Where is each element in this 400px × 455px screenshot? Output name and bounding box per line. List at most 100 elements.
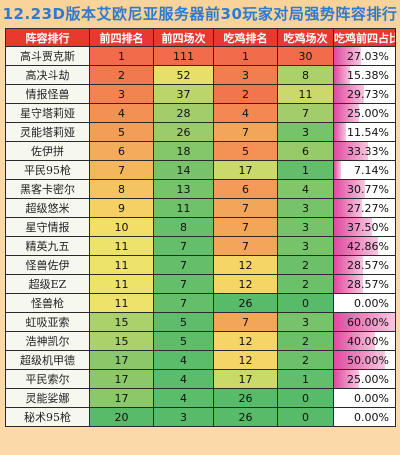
top4-games-cell: 8 [153, 217, 214, 237]
table-row: 浩神凯尔 15 5 12 2 40.00% [5, 331, 396, 351]
lineup-name: 怪兽佐伊 [5, 255, 90, 275]
top4-games-cell: 37 [153, 84, 214, 104]
table-row: 灵能塔莉娅 5 26 7 3 11.54% [5, 122, 396, 142]
table-row: 情报怪兽 3 37 2 11 29.73% [5, 84, 396, 104]
ratio-value: 15.38% [347, 68, 389, 82]
top4-rank-cell: 17 [89, 388, 154, 408]
win-games-cell: 6 [277, 141, 334, 161]
table-row: 精英九五 11 7 7 3 42.86% [5, 236, 396, 256]
top4-games-cell: 111 [153, 46, 214, 66]
header-win-ratio: 吃鸡前四占比 [333, 28, 396, 47]
win-rank-cell: 3 [213, 65, 278, 85]
lineup-name: 超级EZ [5, 274, 90, 294]
ratio-value: 33.33% [347, 144, 389, 158]
win-games-cell: 2 [277, 255, 334, 275]
win-rank-cell: 12 [213, 331, 278, 351]
top4-games-cell: 7 [153, 274, 214, 294]
top4-rank-cell: 2 [89, 65, 154, 85]
ratio-value: 27.27% [347, 201, 389, 215]
win-ratio-cell: 0.00% [333, 407, 396, 427]
win-rank-cell: 17 [213, 160, 278, 180]
table-row: 超级EZ 11 7 12 2 28.57% [5, 274, 396, 294]
ratio-bar [334, 66, 350, 84]
top4-rank-cell: 17 [89, 350, 154, 370]
table-row: 超级悠米 9 11 7 3 27.27% [5, 198, 396, 218]
win-games-cell: 2 [277, 331, 334, 351]
header-win-games: 吃鸡场次 [277, 28, 334, 47]
win-ratio-cell: 25.00% [333, 103, 396, 123]
top4-rank-cell: 1 [89, 46, 154, 66]
top4-games-cell: 7 [153, 293, 214, 313]
ratio-bar [334, 85, 365, 103]
top4-games-cell: 14 [153, 160, 214, 180]
ratio-bar [334, 313, 395, 331]
ratio-value: 60.00% [347, 315, 389, 329]
table-row: 黑客卡密尔 8 13 6 4 30.77% [5, 179, 396, 199]
lineup-name: 怪兽枪 [5, 293, 90, 313]
top4-games-cell: 7 [153, 236, 214, 256]
ratio-bar [334, 199, 362, 217]
win-games-cell: 2 [277, 274, 334, 294]
top4-rank-cell: 15 [89, 331, 154, 351]
ratio-bar [334, 180, 366, 198]
top4-rank-cell: 20 [89, 407, 154, 427]
win-ratio-cell: 25.00% [333, 369, 396, 389]
top4-games-cell: 26 [153, 122, 214, 142]
win-games-cell: 8 [277, 65, 334, 85]
ratio-bar [334, 237, 378, 255]
win-games-cell: 3 [277, 122, 334, 142]
win-games-cell: 11 [277, 84, 334, 104]
ratio-value: 28.57% [347, 258, 389, 272]
ratio-bar [334, 256, 364, 274]
top4-games-cell: 4 [153, 350, 214, 370]
win-rank-cell: 12 [213, 274, 278, 294]
win-ratio-cell: 50.00% [333, 350, 396, 370]
lineup-name: 虹吸亚索 [5, 312, 90, 332]
ratio-value: 40.00% [347, 334, 389, 348]
top4-games-cell: 3 [153, 407, 214, 427]
win-games-cell: 4 [277, 179, 334, 199]
lineup-name: 秘术95枪 [5, 407, 90, 427]
lineup-name: 高决斗劫 [5, 65, 90, 85]
win-rank-cell: 7 [213, 217, 278, 237]
table-row: 平民索尔 17 4 17 1 25.00% [5, 369, 396, 389]
lineup-name: 佐伊拼 [5, 141, 90, 161]
win-games-cell: 1 [277, 160, 334, 180]
table-row: 平民95枪 7 14 17 1 7.14% [5, 160, 396, 180]
lineup-name: 浩神凯尔 [5, 331, 90, 351]
lineup-name: 高斗贾克斯 [5, 46, 90, 66]
top4-games-cell: 5 [153, 312, 214, 332]
win-rank-cell: 12 [213, 350, 278, 370]
win-ratio-cell: 37.50% [333, 217, 396, 237]
lineup-name: 星守情报 [5, 217, 90, 237]
ratio-bar [334, 332, 375, 350]
ratio-bar [334, 275, 364, 293]
top4-games-cell: 13 [153, 179, 214, 199]
ratio-value: 42.86% [347, 239, 389, 253]
lineup-name: 黑客卡密尔 [5, 179, 90, 199]
win-rank-cell: 7 [213, 236, 278, 256]
win-games-cell: 3 [277, 236, 334, 256]
ratio-value: 25.00% [347, 372, 389, 386]
top4-rank-cell: 6 [89, 141, 154, 161]
win-ratio-cell: 15.38% [333, 65, 396, 85]
win-rank-cell: 7 [213, 122, 278, 142]
header-lineup: 阵容排行 [5, 28, 90, 47]
lineup-ranking-table: 阵容排行 前四排名 前四场次 吃鸡排名 吃鸡场次 吃鸡前四占比 高斗贾克斯 1 11… [5, 28, 396, 427]
ratio-bar [334, 370, 360, 388]
ratio-value: 27.03% [347, 49, 389, 63]
win-rank-cell: 2 [213, 84, 278, 104]
top4-rank-cell: 9 [89, 198, 154, 218]
ratio-value: 0.00% [354, 391, 389, 405]
table-header-row: 阵容排行 前四排名 前四场次 吃鸡排名 吃鸡场次 吃鸡前四占比 [5, 28, 396, 47]
top4-games-cell: 4 [153, 369, 214, 389]
win-ratio-cell: 60.00% [333, 312, 396, 332]
ratio-bar [334, 123, 346, 141]
ratio-bar [334, 161, 342, 179]
win-rank-cell: 7 [213, 312, 278, 332]
win-rank-cell: 6 [213, 179, 278, 199]
win-rank-cell: 26 [213, 388, 278, 408]
win-rank-cell: 17 [213, 369, 278, 389]
lineup-name: 超级机甲德 [5, 350, 90, 370]
lineup-name: 灵能塔莉娅 [5, 122, 90, 142]
